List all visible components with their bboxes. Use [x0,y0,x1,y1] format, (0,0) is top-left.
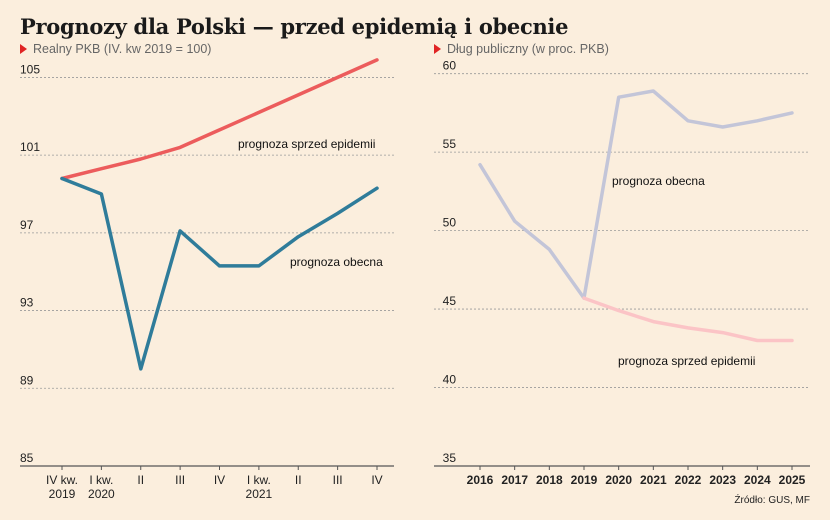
debt-x-tick-label: 2016 [467,473,494,487]
debt-subtitle-text: Dług publiczny (w proc. PKB) [447,42,609,56]
gdp-x-tick-label: I kw. [247,473,271,487]
debt-y-tick-label: 35 [443,451,457,465]
red-triangle-icon [20,44,27,54]
source-note: Źródło: GUS, MF [734,495,810,506]
page-title: Prognozy dla Polski — przed epidemią i o… [20,14,569,39]
gdp-y-tick-label: 89 [20,373,34,387]
debt-x-tick-label: 2019 [571,473,598,487]
gdp-y-tick-label: 85 [20,451,34,465]
debt-y-tick-label: 55 [443,137,457,151]
gdp-y-tick-label: 97 [20,218,34,232]
debt-chart-subtitle: Dług publiczny (w proc. PKB) [434,42,609,56]
gdp-series-label: prognoza obecna [290,255,383,269]
red-triangle-icon [434,44,441,54]
gdp-y-tick-label: 105 [20,62,40,76]
debt-x-tick-label: 2024 [744,473,771,487]
debt-y-tick-label: 60 [443,59,457,73]
debt-series-label: prognoza sprzed epidemii [618,354,755,368]
gdp-y-tick-label: 101 [20,140,40,154]
debt-x-tick-label: 2022 [675,473,702,487]
debt-series-line-b [582,296,794,343]
gdp-x-tick-label: IV [214,473,225,487]
debt-y-tick-label: 40 [443,373,457,387]
debt-x-tick-label: 2017 [501,473,528,487]
debt-x-tick-label: 2021 [640,473,667,487]
debt-series-label: prognoza obecna [612,174,705,188]
debt-x-tick-label: 2025 [779,473,806,487]
debt-y-tick-label: 45 [443,294,457,308]
gdp-x-tick-label: III [333,473,343,487]
gdp-x-tick-label: III [175,473,185,487]
gdp-y-tick-label: 93 [20,296,34,310]
gdp-series-label: prognoza sprzed epidemii [238,137,375,151]
gdp-x-tick-label: 2020 [88,487,115,501]
debt-series-line-a [478,89,794,300]
gdp-x-tick-label: II [295,473,302,487]
gdp-x-tick-label: IV [371,473,382,487]
gdp-subtitle-text: Realny PKB (IV. kw 2019 = 100) [33,42,212,56]
gdp-series-line-a [60,58,379,181]
debt-y-tick-label: 50 [443,216,457,230]
gdp-x-tick-label: I kw. [89,473,113,487]
debt-x-tick-label: 2023 [709,473,736,487]
debt-x-tick-label: 2020 [605,473,632,487]
gdp-x-tick-label: 2019 [49,487,76,501]
gdp-x-tick-label: IV kw. [46,473,78,487]
gdp-x-tick-label: II [137,473,144,487]
debt-x-tick-label: 2018 [536,473,563,487]
gdp-x-tick-label: 2021 [246,487,273,501]
gdp-series-line-b [60,176,379,371]
gdp-chart-subtitle: Realny PKB (IV. kw 2019 = 100) [20,42,211,56]
